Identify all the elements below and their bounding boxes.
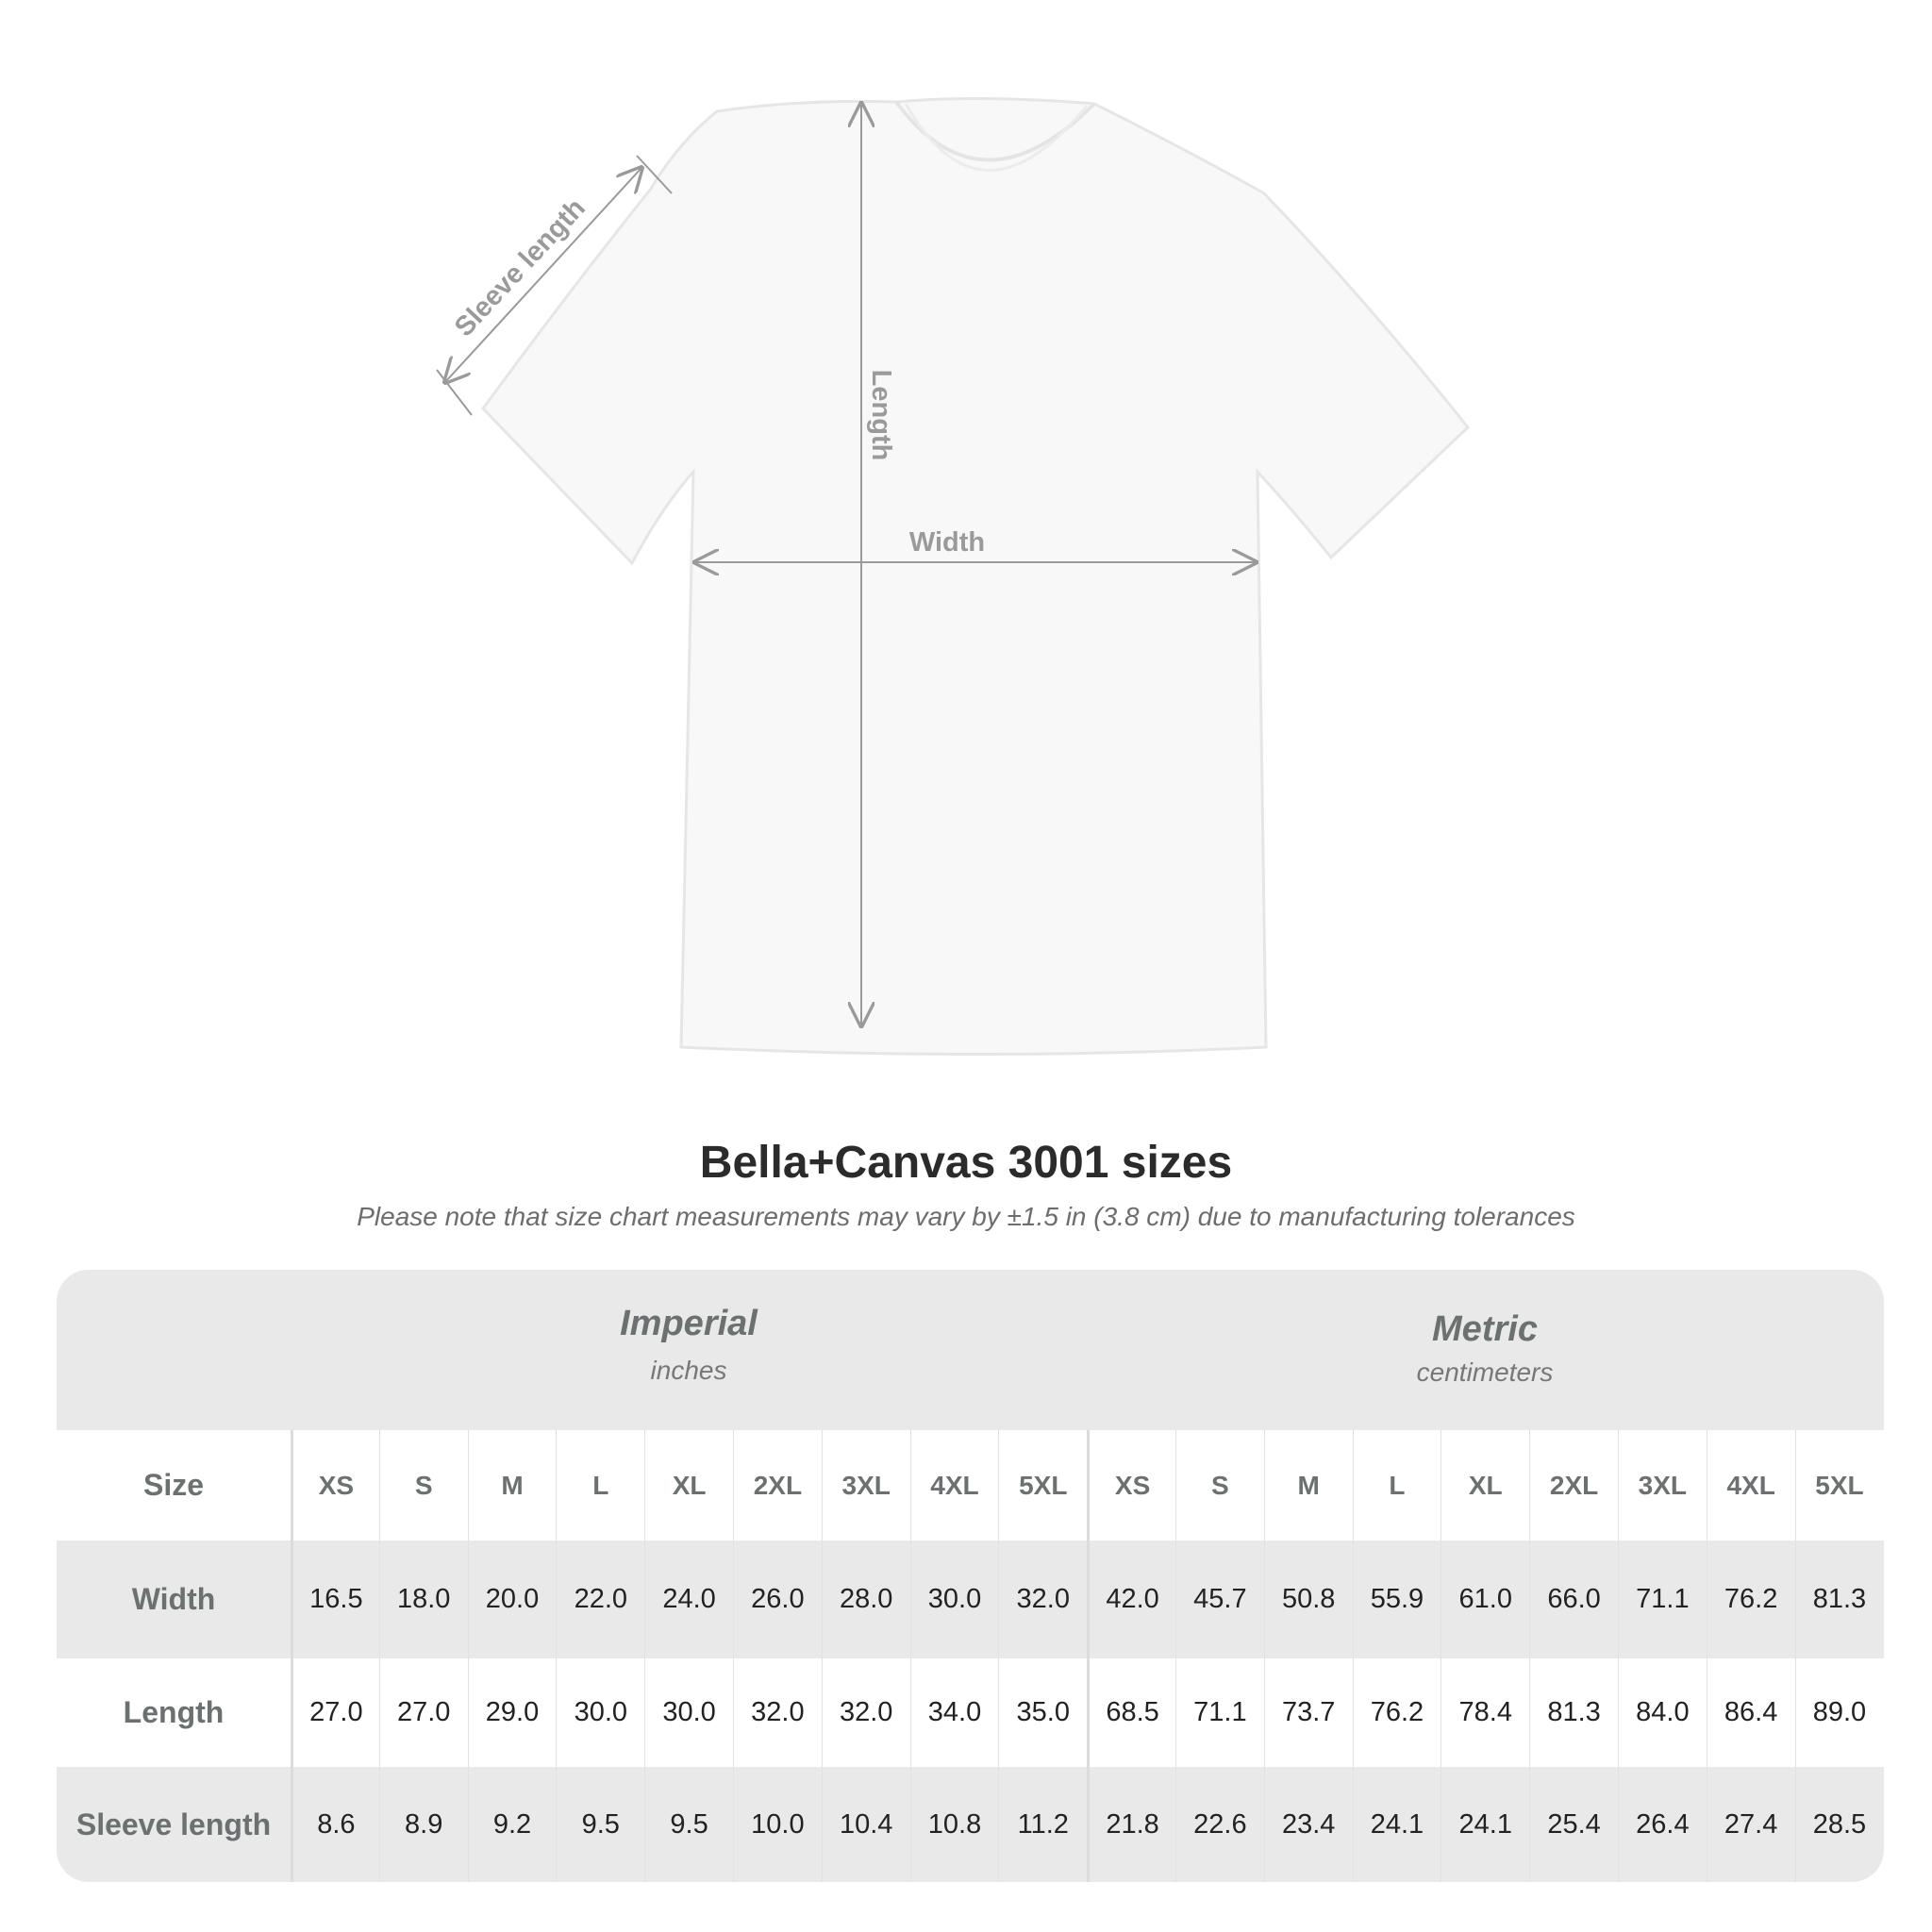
- metric-value-cell: 21.8: [1087, 1767, 1175, 1882]
- metric-value-cell: 27.4: [1706, 1767, 1795, 1882]
- sleeve-measure-line: [445, 168, 641, 382]
- imperial-value-cell: 30.0: [644, 1658, 733, 1767]
- metric-value-cell: 25.4: [1529, 1767, 1618, 1882]
- row-label: Length: [123, 1695, 225, 1729]
- tshirt-diagram: Sleeve length Length Width: [436, 96, 1471, 1056]
- row-label: Sleeve length: [75, 1807, 272, 1841]
- imperial-value-cell: 26.0: [732, 1541, 822, 1658]
- metric-value-cell: 26.4: [1617, 1767, 1707, 1882]
- imperial-value-cell: 24.0: [644, 1541, 733, 1658]
- imperial-unit: inches: [650, 1356, 727, 1385]
- imperial-value-cell: 10.0: [732, 1767, 822, 1882]
- metric-value-cell: 71.1: [1174, 1658, 1264, 1767]
- metric-value-cell: 45.7: [1174, 1541, 1264, 1658]
- metric-size-m: M: [1263, 1430, 1353, 1541]
- metric-value-cell: 61.0: [1441, 1541, 1529, 1658]
- imperial-value-cell: 32.0: [998, 1541, 1087, 1658]
- metric-size-s: S: [1174, 1430, 1264, 1541]
- metric-value-cell: 24.1: [1441, 1767, 1529, 1882]
- metric-size-4xl: 4XL: [1706, 1430, 1795, 1541]
- metric-value-cell: 42.0: [1087, 1541, 1175, 1658]
- imperial-size-5xl: 5XL: [998, 1430, 1087, 1541]
- imperial-value-cell: 30.0: [909, 1541, 999, 1658]
- metric-value-cell: 55.9: [1352, 1541, 1441, 1658]
- row-label: Width: [131, 1582, 216, 1616]
- metric-size-xs: XS: [1087, 1430, 1175, 1541]
- table-row-length: Length 27.0 27.0 29.0 30.0 30.0 32.0 32.0 34.0 35…: [57, 1658, 1884, 1767]
- metric-unit: centimeters: [1416, 1357, 1554, 1387]
- size-table: Imperial inches Metric centimeters Size X…: [57, 1270, 1884, 1882]
- imperial-size-s: S: [378, 1430, 468, 1541]
- metric-size-l: L: [1352, 1430, 1441, 1541]
- metric-value-cell: 66.0: [1529, 1541, 1618, 1658]
- imperial-value-cell: 20.0: [467, 1541, 557, 1658]
- imperial-size-xs: XS: [291, 1430, 379, 1541]
- metric-value-cell: 22.6: [1174, 1767, 1264, 1882]
- imperial-size-xl: XL: [644, 1430, 733, 1541]
- metric-value-cell: 50.8: [1263, 1541, 1353, 1658]
- metric-size-2xl: 2XL: [1529, 1430, 1618, 1541]
- metric-value-cell: 24.1: [1352, 1767, 1441, 1882]
- imperial-value-cell: 8.6: [291, 1767, 379, 1882]
- imperial-size-3xl: 3XL: [821, 1430, 910, 1541]
- metric-value-cell: 23.4: [1263, 1767, 1353, 1882]
- imperial-value-cell: 22.0: [556, 1541, 644, 1658]
- metric-value-cell: 81.3: [1794, 1541, 1884, 1658]
- imperial-value-cell: 11.2: [998, 1767, 1087, 1882]
- tshirt-shape: [481, 96, 1471, 1056]
- imperial-value-cell: 28.0: [821, 1541, 910, 1658]
- metric-header: Metric centimeters: [1087, 1270, 1883, 1430]
- metric-value-cell: 78.4: [1441, 1658, 1529, 1767]
- imperial-size-4xl: 4XL: [909, 1430, 999, 1541]
- metric-value-cell: 28.5: [1794, 1767, 1884, 1882]
- table-row-width: Width 16.5 18.0 20.0 22.0 24.0 26.0 28.0 30.0 32.…: [57, 1541, 1884, 1658]
- imperial-value-cell: 32.0: [732, 1658, 822, 1767]
- imperial-value-cell: 10.4: [821, 1767, 910, 1882]
- metric-size-xl: XL: [1441, 1430, 1529, 1541]
- metric-value-cell: 81.3: [1529, 1658, 1618, 1767]
- metric-value-cell: 73.7: [1263, 1658, 1353, 1767]
- imperial-value-cell: 9.2: [467, 1767, 557, 1882]
- imperial-value-cell: 30.0: [556, 1658, 644, 1767]
- imperial-label: Imperial: [620, 1304, 758, 1343]
- metric-value-cell: 89.0: [1794, 1658, 1884, 1767]
- metric-value-cell: 76.2: [1706, 1541, 1795, 1658]
- imperial-value-cell: 8.9: [378, 1767, 468, 1882]
- imperial-header: Imperial inches: [291, 1270, 1087, 1430]
- imperial-value-cell: 27.0: [291, 1658, 379, 1767]
- metric-value-cell: 76.2: [1352, 1658, 1441, 1767]
- width-label: Width: [909, 527, 985, 558]
- imperial-value-cell: 10.8: [909, 1767, 999, 1882]
- metric-size-5xl: 5XL: [1794, 1430, 1884, 1541]
- imperial-value-cell: 32.0: [821, 1658, 910, 1767]
- metric-value-cell: 71.1: [1617, 1541, 1707, 1658]
- imperial-value-cell: 27.0: [378, 1658, 468, 1767]
- metric-size-3xl: 3XL: [1617, 1430, 1707, 1541]
- imperial-size-l: L: [556, 1430, 644, 1541]
- imperial-value-cell: 9.5: [556, 1767, 644, 1882]
- imperial-size-2xl: 2XL: [732, 1430, 822, 1541]
- imperial-value-cell: 16.5: [291, 1541, 379, 1658]
- imperial-value-cell: 29.0: [467, 1658, 557, 1767]
- page-title: Bella+Canvas 3001 sizes: [699, 1138, 1233, 1188]
- size-header-label: Size: [142, 1468, 205, 1502]
- metric-value-cell: 68.5: [1087, 1658, 1175, 1767]
- tolerance-note: Please note that size chart measurements…: [357, 1202, 1575, 1231]
- length-label: Length: [866, 370, 896, 461]
- imperial-value-cell: 18.0: [378, 1541, 468, 1658]
- imperial-value-cell: 35.0: [998, 1658, 1087, 1767]
- metric-value-cell: 84.0: [1617, 1658, 1707, 1767]
- imperial-size-m: M: [467, 1430, 557, 1541]
- metric-label: Metric: [1432, 1309, 1538, 1349]
- size-header-row: Size XS S M L XL 2XL 3XL 4XL 5XL XS S M L XL 2XL 3XL 4XL 5…: [57, 1430, 1884, 1541]
- imperial-value-cell: 9.5: [644, 1767, 733, 1882]
- table-row-sleeve-length: Sleeve length 8.6 8.9 9.2 9.5 9.5 10.0 10.4 10.8…: [57, 1767, 1884, 1882]
- imperial-value-cell: 34.0: [909, 1658, 999, 1767]
- metric-value-cell: 86.4: [1706, 1658, 1795, 1767]
